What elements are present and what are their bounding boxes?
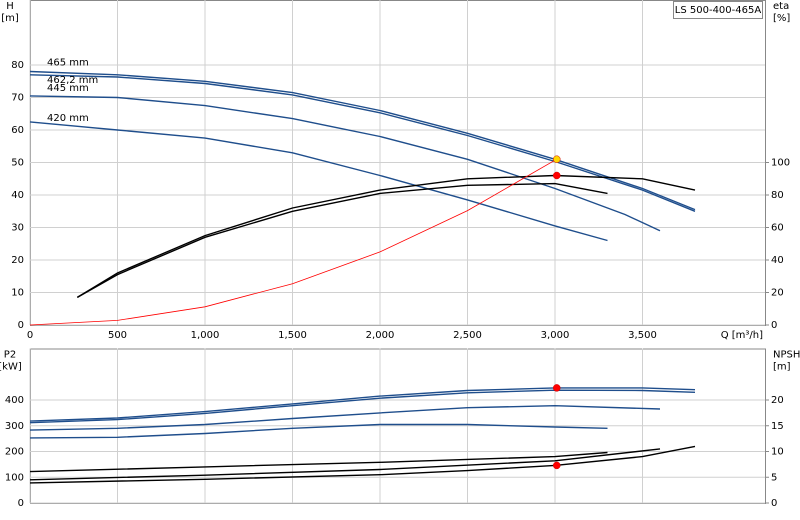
y2-tick-label: 0	[771, 498, 777, 509]
curve	[29, 159, 556, 326]
curve	[76, 182, 608, 299]
y-tick-label: 10	[11, 288, 24, 299]
curve-label: 465 mm	[47, 58, 89, 69]
x-tick-label: 1,500	[278, 330, 307, 341]
duty-point	[553, 384, 561, 392]
title-box	[673, 1, 763, 19]
y2-tick-label: 100	[771, 158, 790, 169]
x-tick-label: 2,500	[453, 330, 482, 341]
y-tick-label: 80	[11, 60, 24, 71]
y2-tick-label: 60	[771, 223, 784, 234]
y-axis-label: H	[6, 1, 14, 12]
curve	[29, 448, 661, 481]
y-tick-label: 40	[11, 190, 24, 201]
duty-point	[553, 155, 561, 163]
y2-axis-label: eta	[773, 1, 789, 12]
y-axis-label: [kW]	[0, 362, 22, 373]
y2-tick-label: 20	[771, 395, 784, 406]
curve-label: 445 mm	[47, 83, 89, 94]
curve	[76, 174, 696, 298]
curve	[29, 70, 696, 211]
curve	[29, 451, 608, 473]
y-tick-label: 20	[11, 255, 24, 266]
y2-tick-label: 5	[771, 472, 777, 483]
x-tick-label: 3,000	[541, 330, 570, 341]
x-tick-label: 0	[27, 330, 33, 341]
curve	[29, 387, 696, 422]
y2-axis-label: [m]	[773, 362, 791, 373]
y2-tick-label: 80	[771, 190, 784, 201]
curve	[29, 95, 661, 232]
y2-tick-label: 20	[771, 288, 784, 299]
x-tick-label: 3,500	[628, 330, 657, 341]
y-axis-label: P2	[4, 350, 16, 361]
curve	[29, 404, 661, 431]
y-tick-label: 30	[11, 223, 24, 234]
y2-tick-label: 15	[771, 421, 784, 432]
x-tick-label: 500	[108, 330, 127, 341]
curve	[29, 389, 696, 424]
y2-tick-label: 0	[771, 320, 777, 331]
curve	[29, 445, 696, 484]
curve-label: 462,2 mm	[47, 75, 98, 86]
y-tick-label: 300	[5, 421, 24, 432]
y-tick-label: 60	[11, 125, 24, 136]
curve	[29, 121, 608, 242]
x-axis-label: Q [m³/h]	[721, 330, 763, 341]
curve	[29, 423, 608, 439]
y-tick-label: 50	[11, 158, 24, 169]
y-tick-label: 0	[18, 320, 24, 331]
y2-axis-label: [%]	[773, 13, 790, 24]
y-tick-label: 400	[5, 395, 24, 406]
y-tick-label: 200	[5, 447, 24, 458]
y-tick-label: 70	[11, 93, 24, 104]
curve-label: 420 mm	[47, 113, 89, 124]
x-tick-label: 1,000	[191, 330, 220, 341]
y-axis-label: [m]	[1, 13, 19, 24]
y2-axis-label: NPSH	[773, 350, 800, 361]
duty-point	[553, 461, 561, 470]
chart-title: LS 500-400-465A	[675, 5, 762, 16]
x-tick-label: 2,000	[366, 330, 395, 341]
y2-tick-label: 10	[771, 447, 784, 458]
duty-point	[553, 171, 561, 180]
y2-tick-label: 40	[771, 255, 784, 266]
curve	[29, 74, 696, 212]
y-tick-label: 100	[5, 472, 24, 483]
y-tick-label: 0	[18, 498, 24, 509]
